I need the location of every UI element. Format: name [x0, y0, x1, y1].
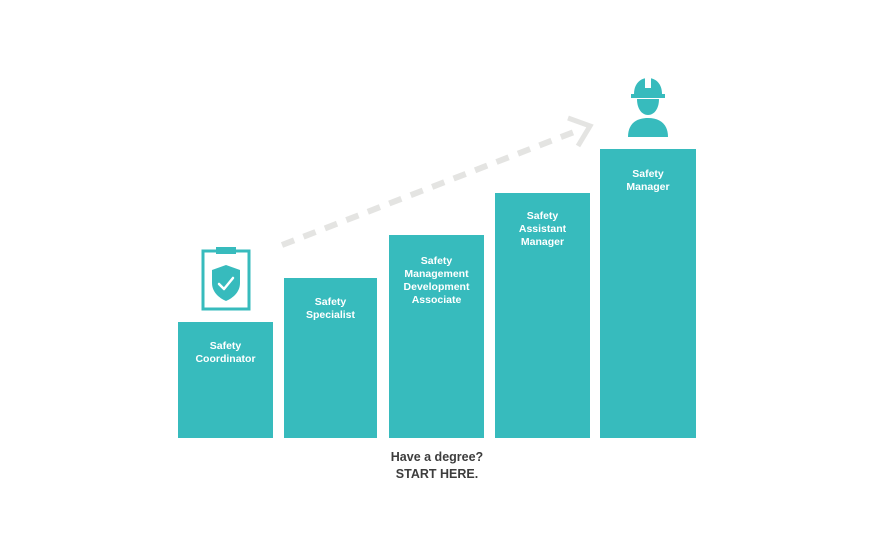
caption-start-here: START HERE.	[395, 467, 479, 481]
start-caption: Have a degree? START HERE.	[337, 449, 537, 483]
step-safety-management-development-associate: Safety Management Development Associate	[389, 235, 484, 438]
step-label: Safety Assistant Manager	[518, 210, 567, 248]
step-label: Safety Manager	[626, 168, 670, 193]
hardhat-worker-icon	[628, 78, 668, 137]
step-safety-assistant-manager: Safety Assistant Manager	[495, 193, 590, 438]
progress-arrow	[280, 115, 594, 248]
step-label: Safety Specialist	[305, 296, 356, 321]
step-safety-manager: Safety Manager	[600, 149, 696, 438]
step-label: Safety Management Development Associate	[403, 255, 470, 306]
clipboard-shield-icon	[201, 247, 251, 311]
caption-question: Have a degree?	[390, 450, 484, 464]
step-safety-coordinator: Safety Coordinator	[178, 322, 273, 438]
step-label: Safety Coordinator	[195, 340, 256, 365]
step-safety-specialist: Safety Specialist	[284, 278, 377, 438]
